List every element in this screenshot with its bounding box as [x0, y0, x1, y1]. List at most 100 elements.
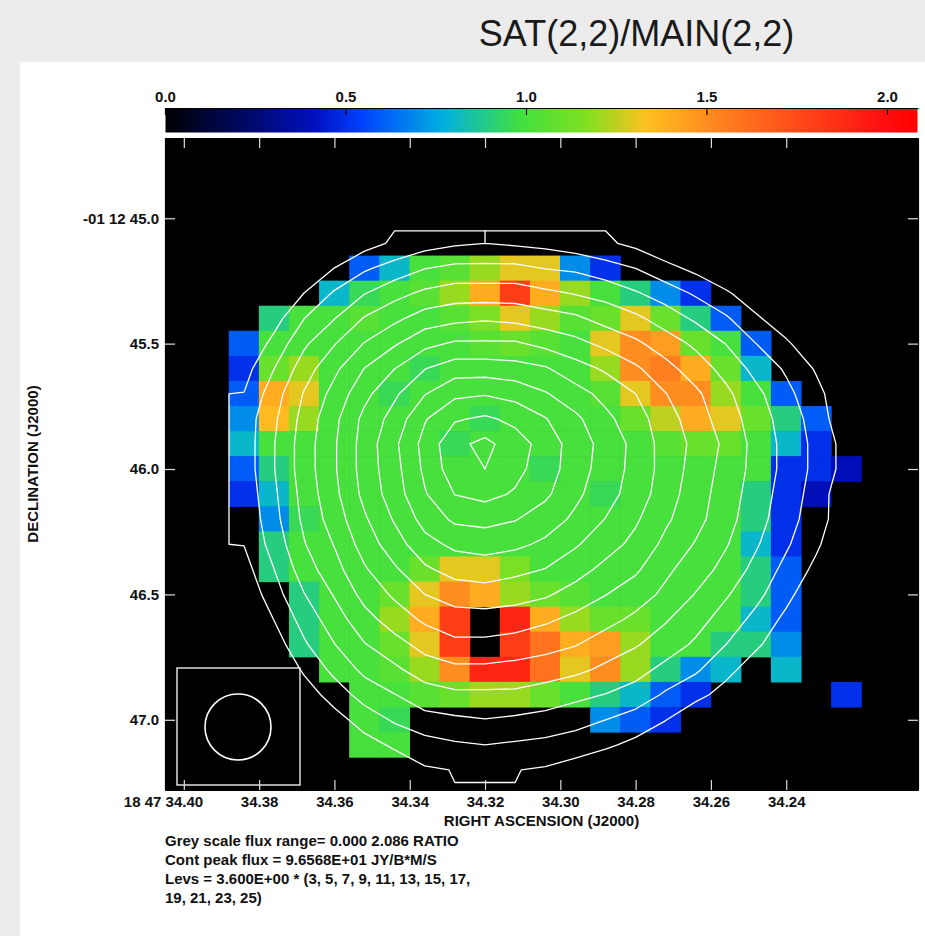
- heatmap-cell: [409, 632, 440, 658]
- heatmap-cell: [349, 406, 380, 432]
- heatmap-cell: [409, 431, 440, 457]
- tick: 0.0: [155, 88, 176, 115]
- heatmap-cell: [440, 306, 471, 332]
- heatmap-cell: [620, 607, 651, 633]
- heatmap-cell: [560, 582, 591, 608]
- heatmap-cell: [500, 431, 531, 457]
- tick: 18 47 34.40: [124, 780, 203, 810]
- tick-label: 2.0: [877, 88, 898, 105]
- annotation: Levs = 3.600E+00 * (3, 5, 7, 9, 11, 13, …: [165, 870, 470, 887]
- heatmap-cell: [681, 331, 712, 357]
- heatmap-cell: [289, 481, 320, 507]
- heatmap-cell: [650, 281, 681, 307]
- tick: [636, 138, 637, 148]
- tick: [908, 344, 918, 345]
- tick-mark: [184, 780, 185, 790]
- tick: [711, 138, 712, 148]
- tick-mark: [786, 780, 787, 790]
- heatmap-cell: [409, 381, 440, 407]
- contours: [229, 231, 836, 783]
- heatmap-cell: [229, 406, 260, 432]
- heatmap-cell: [319, 582, 350, 608]
- tick-mark: [908, 594, 918, 595]
- tick-mark: [165, 469, 175, 470]
- contour: [439, 416, 531, 502]
- heatmap-cell: [229, 331, 260, 357]
- heatmap-cell: [681, 657, 712, 683]
- heatmap-cell: [229, 481, 260, 507]
- heatmap-cell: [349, 732, 380, 758]
- heatmap-cell: [530, 632, 561, 658]
- tick-mark: [259, 780, 260, 790]
- heatmap-cell: [560, 506, 591, 532]
- heatmap-cell: [650, 531, 681, 557]
- plot-background: [165, 138, 918, 790]
- heatmap-cell: [349, 481, 380, 507]
- heatmap-cell: [319, 281, 350, 307]
- heatmap-cell: [771, 657, 802, 683]
- tick: [908, 720, 918, 721]
- tick: 34.36: [316, 780, 354, 810]
- heatmap-cell: [530, 281, 561, 307]
- heatmap-cell: [590, 356, 621, 382]
- tick-label: 46.0: [130, 460, 159, 477]
- heatmap-cell: [349, 331, 380, 357]
- heatmap-cell: [530, 682, 561, 708]
- tick-label: 34.30: [542, 793, 580, 810]
- heatmap-cell: [470, 256, 501, 282]
- heatmap-cell: [379, 381, 410, 407]
- tick-mark: [485, 780, 486, 790]
- heatmap-cell: [470, 481, 501, 507]
- tick-label: 47.0: [130, 711, 159, 728]
- contour: [275, 263, 777, 719]
- heatmap-cell: [530, 381, 561, 407]
- tick-label: 34.28: [617, 793, 655, 810]
- heatmap-cell: [681, 632, 712, 658]
- heatmap-cell: [379, 632, 410, 658]
- tick: [908, 469, 918, 470]
- heatmap-cell: [500, 481, 531, 507]
- heatmap-cell: [379, 682, 410, 708]
- heatmap-cell: [650, 406, 681, 432]
- heatmap-cell: [470, 657, 501, 683]
- heatmap-cell: [711, 431, 742, 457]
- tick-label: 34.36: [316, 793, 354, 810]
- heatmap-cell: [349, 707, 380, 733]
- heatmap-cell: [530, 456, 561, 482]
- heatmap-cell: [440, 456, 471, 482]
- heatmap-cell: [650, 682, 681, 708]
- heatmap-cell: [440, 682, 471, 708]
- heatmap-cell: [319, 456, 350, 482]
- heatmap-cell: [681, 607, 712, 633]
- heatmap-cell: [590, 481, 621, 507]
- heatmap-cell: [590, 431, 621, 457]
- heatmap-cell: [500, 582, 531, 608]
- tick-label: 46.5: [130, 586, 159, 603]
- heatmap-cell: [711, 481, 742, 507]
- heatmap-cell: [319, 431, 350, 457]
- tick: 0.5: [336, 88, 357, 115]
- axis-line: [918, 139, 919, 791]
- heatmap-cell: [349, 657, 380, 683]
- heatmap-cell: [530, 531, 561, 557]
- heatmap-cell: [681, 356, 712, 382]
- axis-line: [165, 139, 166, 791]
- x-axis: 18 47 34.4034.3834.3634.3434.3234.3034.2…: [124, 780, 919, 810]
- tick-mark: [165, 594, 175, 595]
- y-axis: -01 12 45.045.546.046.547.0: [83, 139, 175, 791]
- heatmap-cell: [741, 506, 772, 532]
- tick-label: 34.38: [241, 793, 279, 810]
- beam: [177, 668, 300, 785]
- tick: [908, 594, 918, 595]
- annotation: 19, 21, 23, 25): [165, 889, 262, 906]
- heatmap-cell: [470, 381, 501, 407]
- heatmap-cell: [711, 607, 742, 633]
- y-axis-right: [908, 139, 919, 791]
- tick-mark: [165, 344, 175, 345]
- heatmap-cell: [530, 657, 561, 683]
- contour: [470, 438, 495, 469]
- tick-label: 1.0: [516, 88, 537, 105]
- annotation: Grey scale flux range= 0.000 2.086 RATIO: [165, 832, 459, 849]
- tick-label: 0.0: [155, 88, 176, 105]
- x-axis-title: RIGHT ASCENSION (J2000): [444, 812, 639, 829]
